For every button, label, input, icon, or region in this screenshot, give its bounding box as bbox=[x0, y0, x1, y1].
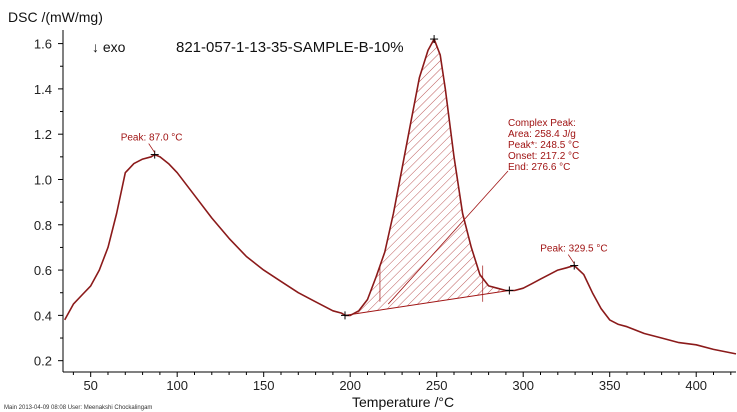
y-tick-label: 1.2 bbox=[34, 127, 52, 142]
complex-peak-line: End: 276.6 °C bbox=[508, 162, 570, 173]
x-tick-label: 400 bbox=[685, 378, 707, 393]
peak-leader bbox=[567, 254, 575, 264]
complex-peak-line: Onset: 217.2 °C bbox=[508, 151, 579, 162]
y-tick-label: 0.8 bbox=[34, 218, 52, 233]
y-tick-label: 1.6 bbox=[34, 37, 52, 52]
peak-area-hatch bbox=[344, 39, 510, 316]
y-ticks: 0.2 0.4 0.6 0.8 1.0 1.2 1.4 1.6 bbox=[34, 37, 63, 369]
y-tick-label: 0.4 bbox=[34, 308, 52, 323]
y-tick-label: 0.6 bbox=[34, 263, 52, 278]
x-axis-label: Temperature /°C bbox=[352, 394, 454, 410]
y-tick-label: 1.0 bbox=[34, 172, 52, 187]
x-tick-label: 250 bbox=[426, 378, 448, 393]
y-tick-label: 1.4 bbox=[34, 82, 52, 97]
peak-area bbox=[345, 39, 510, 316]
x-ticks: 50 100 150 200 250 300 350 400 bbox=[72, 372, 732, 393]
complex-peak-leader bbox=[387, 170, 509, 305]
exo-direction-label: ↓ exo bbox=[92, 39, 126, 55]
complex-peak-line: Peak*: 248.5 °C bbox=[508, 140, 579, 151]
complex-peak-line: Area: 258.4 J/g bbox=[508, 129, 576, 140]
footer-info: Main 2013-04-09 08:08 User: Meenakshi Ch… bbox=[4, 405, 152, 411]
x-tick-label: 50 bbox=[83, 378, 97, 393]
peak-baseline bbox=[344, 289, 510, 316]
y-axis-label: DSC /(mW/mg) bbox=[8, 9, 103, 25]
peak-leader bbox=[148, 143, 156, 153]
chart-title: 821-057-1-13-35-SAMPLE-B-10% bbox=[176, 39, 404, 56]
x-tick-label: 100 bbox=[166, 378, 188, 393]
y-tick-label: 0.2 bbox=[34, 354, 52, 369]
x-tick-label: 350 bbox=[599, 378, 621, 393]
x-tick-label: 300 bbox=[512, 378, 534, 393]
peak-label: Peak: 329.5 °C bbox=[540, 244, 607, 255]
x-tick-label: 150 bbox=[253, 378, 275, 393]
annotations: Peak: 87.0 °C Peak: 329.5 °C Complex Peak:… bbox=[121, 35, 608, 320]
complex-peak-line: Complex Peak: bbox=[508, 118, 576, 129]
peak-label: Peak: 87.0 °C bbox=[121, 133, 183, 144]
x-tick-label: 200 bbox=[339, 378, 361, 393]
